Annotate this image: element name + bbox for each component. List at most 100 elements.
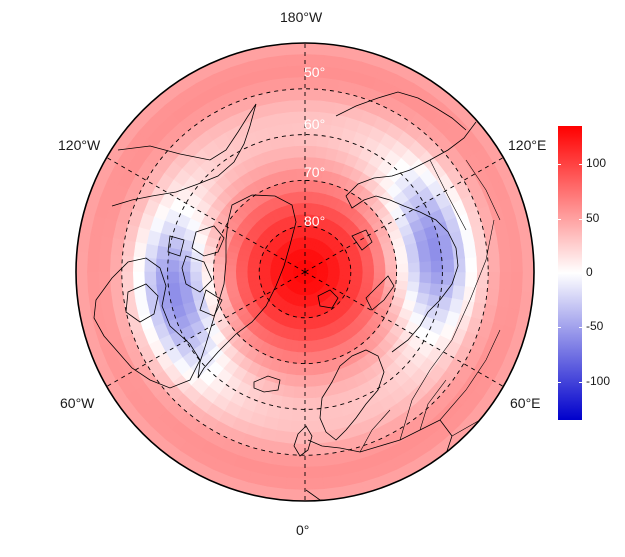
field-cell [395,262,409,273]
field-cell [304,419,320,433]
field-cell [428,282,443,297]
field-cell [304,191,313,204]
field-cell [121,271,135,289]
field-cell [190,261,203,273]
field-cell [304,180,314,193]
colorbar-tick-label: -50 [586,319,604,334]
field-cell [272,440,291,455]
field-cell [213,271,226,281]
field-cell [462,241,477,259]
field-cell [76,251,89,273]
field-cell [156,283,171,299]
field-cell [304,374,316,387]
field-cell [316,406,332,421]
field-cell [144,257,158,273]
meridian-line [106,157,306,273]
field-cell [98,253,112,273]
longitude-label-60e: 60°E [510,395,541,411]
colorbar-tick-mark [558,218,561,220]
colorbar-tick-mark [579,381,582,383]
latitude-circle-70 [212,179,398,365]
field-cell [296,351,306,364]
latitude-label-80: 80° [304,213,326,229]
field-cell [290,111,306,125]
field-cell [462,285,477,303]
anomaly-field [76,43,534,501]
field-cell [451,284,466,301]
field-cell [318,100,336,115]
field-cell [289,431,306,445]
field-cell [314,146,328,160]
latitude-circle-50 [121,88,489,456]
map-outline [75,42,535,502]
field-cell [247,266,260,273]
field-cell [418,271,432,284]
field-cell [407,261,420,273]
field-cell [439,245,454,261]
coastline-severnaya [351,229,373,251]
coastline-canada [93,257,201,389]
longitude-label-180w: 180°W [280,9,323,25]
field-cell [284,43,306,56]
field-cell [286,65,306,79]
colorbar-tick-label: -100 [586,373,611,388]
latitude-label-50: 50° [304,64,326,80]
field-cell [87,252,101,273]
field-cell [295,362,306,376]
field-cell [167,271,180,285]
field-cell [296,180,306,193]
field-cell [464,256,478,273]
field-cell [287,454,306,467]
latitude-label-60: 60° [304,116,326,132]
field-cell [304,385,317,399]
field-cell [190,271,203,283]
coastline-chukotka [335,91,467,131]
field-cell [315,134,330,149]
field-cell [122,239,137,258]
field-cell [294,374,306,387]
field-cell [274,429,292,444]
field-cell [293,145,306,159]
field-cell [144,271,158,287]
field-cell [286,465,306,479]
field-cell [278,406,294,421]
field-cell [291,408,306,422]
longitude-label-60w: 60°W [60,395,95,411]
field-cell [407,271,420,283]
field-cell [286,361,298,376]
colorbar-tick-label: 50 [586,210,600,225]
colorbar-tick-mark [558,164,561,166]
field-cell [285,476,306,490]
field-cell [521,251,534,273]
field-cell [319,89,338,104]
field-cell [417,281,431,295]
meridian-line [304,271,504,387]
field-cell [304,88,322,102]
field-cell [373,271,386,280]
field-cell [280,395,295,410]
field-cell [318,429,336,444]
colorbar-tick-mark [558,381,561,383]
field-cell [292,134,306,147]
field-cell [213,263,226,273]
field-cell [284,488,306,501]
coastline-siberia [345,121,477,353]
field-cell [144,243,159,260]
field-cell [487,271,500,290]
field-cell [509,271,523,292]
field-cell [498,271,512,291]
coastline-svalbard [317,289,339,309]
field-cell [384,263,397,273]
field-cell [361,271,375,279]
field-cell [155,258,169,273]
field-cell [282,384,296,398]
field-cell [464,271,478,288]
field-cell [224,264,237,273]
field-cell [498,253,512,273]
colorbar-tick-label: 100 [586,156,607,171]
field-cell [288,442,306,456]
coastline-british-isles [293,425,313,457]
field-cell [288,88,306,102]
